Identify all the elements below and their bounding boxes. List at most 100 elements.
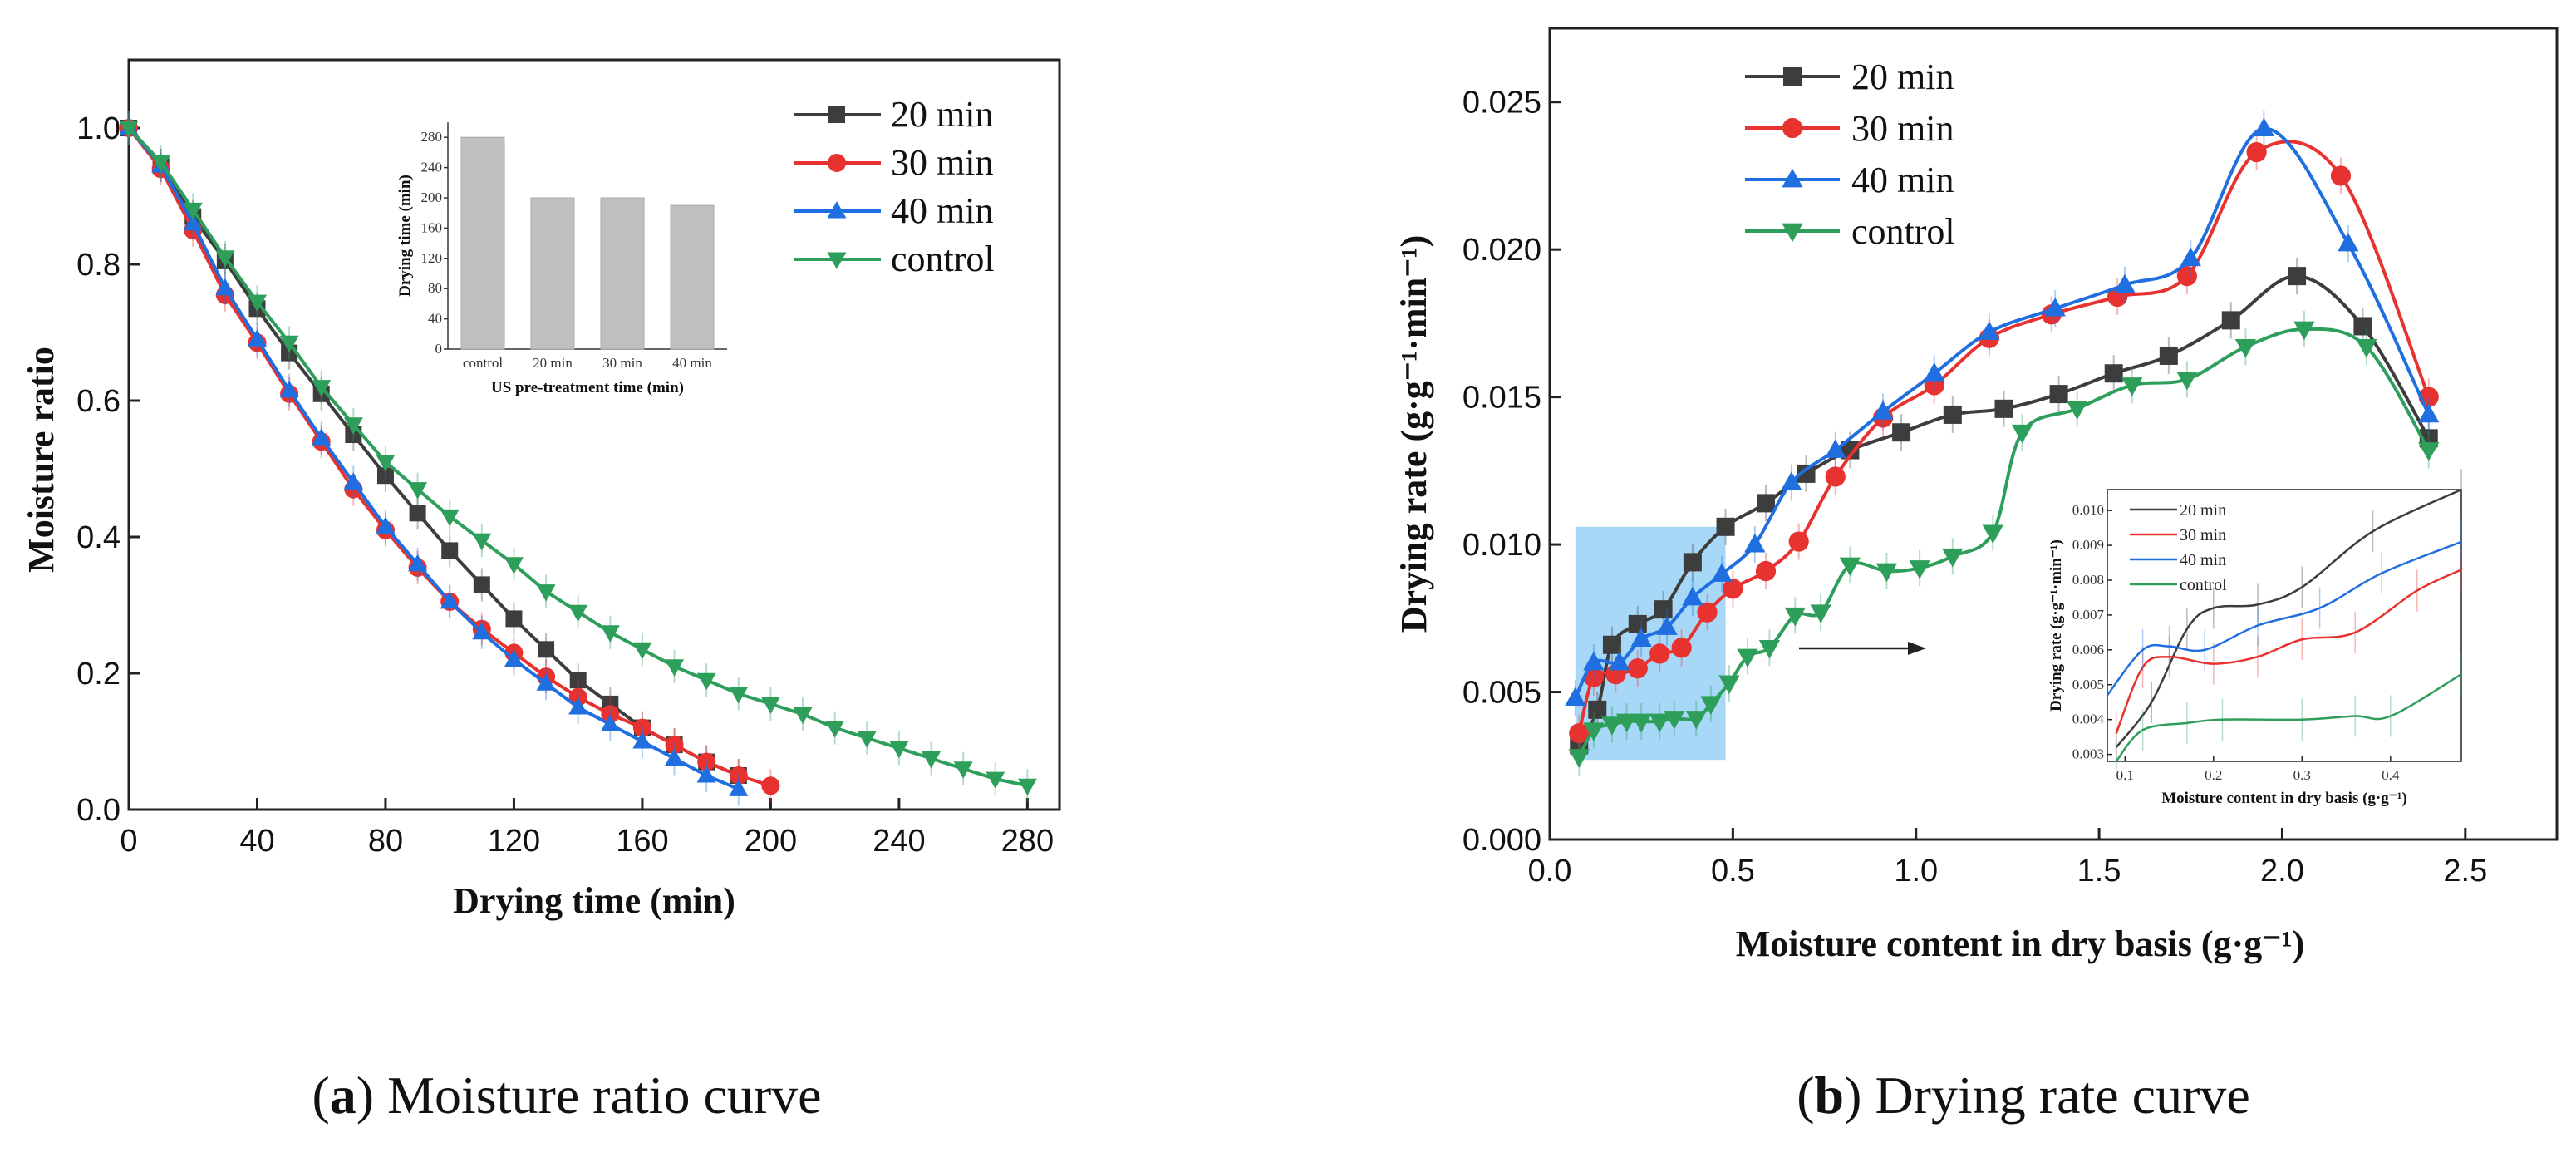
inset-x-tick-label: 0.2: [2205, 767, 2222, 783]
data-point: [536, 584, 556, 602]
data-point: [1744, 533, 1766, 553]
y-tick-label: 0.010: [1463, 528, 1541, 563]
legend-marker: [828, 106, 845, 123]
y-axis-label: Drying rate (g·g⁻¹·min⁻¹): [1394, 235, 1434, 633]
data-point: [1872, 401, 1894, 420]
data-point: [1565, 687, 1586, 706]
data-point: [696, 766, 716, 783]
inset-series-line: [2107, 540, 2462, 697]
inset-bar: [460, 136, 505, 350]
x-tick-label: 0.0: [1528, 854, 1572, 889]
data-point: [1979, 321, 2000, 340]
data-point: [2356, 338, 2377, 358]
data-point: [1841, 441, 1860, 460]
inset-y-axis-label: Drying rate (g·g⁻¹·min⁻¹): [2048, 539, 2065, 712]
data-point: [1602, 635, 1621, 654]
series-line: [127, 126, 740, 791]
data-point: [247, 329, 267, 347]
data-point: [2066, 401, 2088, 421]
inset-y-tick-label: 40: [428, 311, 442, 327]
data-point: [1784, 607, 1806, 627]
plot-frame: [1548, 27, 2559, 841]
data-point: [568, 697, 588, 715]
data-point: [1825, 466, 1846, 487]
data-point: [2011, 424, 2033, 444]
data-point: [1583, 722, 1605, 741]
data-point: [1700, 696, 1722, 715]
caption-b: (b) Drying rate curve: [1797, 1066, 2250, 1125]
caption-a-letter: a: [329, 1066, 356, 1125]
legend-label: control: [891, 239, 995, 279]
data-point: [2180, 247, 2201, 267]
legend-label: 20 min: [891, 94, 993, 135]
data-point: [2338, 232, 2359, 252]
data-point: [183, 202, 203, 220]
data-point: [1788, 531, 1809, 552]
inset-y-tick-label: 240: [421, 160, 443, 175]
data-point: [1628, 614, 1647, 633]
data-point: [2293, 321, 2315, 341]
y-tick-label: 0.2: [76, 657, 120, 692]
data-point: [697, 752, 716, 771]
x-tick-label: 2.0: [2260, 854, 2304, 889]
data-point: [1737, 648, 1758, 668]
data-point: [441, 542, 459, 559]
data-point: [1656, 616, 1678, 635]
inset-plot-frame: [2107, 489, 2462, 762]
data-point: [922, 751, 941, 769]
data-point: [953, 761, 973, 779]
inset-x-tick-label: 30 min: [602, 355, 642, 371]
legend-marker: [827, 252, 847, 269]
legend-marker: [1783, 67, 1802, 86]
data-point: [312, 428, 332, 446]
data-point: [1649, 713, 1670, 733]
data-point: [279, 380, 299, 398]
data-point: [761, 776, 780, 795]
x-tick-label: 200: [745, 824, 797, 859]
series-40-min: [1565, 110, 2440, 716]
data-point: [1627, 658, 1648, 679]
data-point: [601, 705, 620, 724]
data-point: [1017, 778, 1037, 796]
legend-marker: [1782, 223, 1803, 243]
inset-y-tick-label: 0.004: [2072, 712, 2105, 727]
data-point: [119, 121, 139, 138]
data-point: [1716, 517, 1735, 536]
data-point: [569, 672, 587, 689]
data-point: [889, 741, 909, 759]
data-point: [2353, 317, 2372, 336]
legend-label: 20 min: [1851, 57, 1954, 97]
inset-y-tick-label: 0.010: [2072, 502, 2104, 518]
data-point: [409, 505, 426, 522]
data-point: [1697, 602, 1718, 623]
y-tick-label: 1.0: [76, 111, 120, 146]
data-point: [1825, 439, 1846, 458]
legend-label: control: [1851, 211, 1955, 252]
y-tick-label: 0.005: [1463, 676, 1541, 711]
inset-bar: [670, 204, 715, 350]
caption-b-text: Drying rate curve: [1861, 1066, 2250, 1125]
inset-series-line: [2115, 673, 2462, 762]
x-tick-label: 80: [368, 824, 403, 859]
inset-y-tick-label: 0.009: [2072, 537, 2104, 553]
inset-x-tick-label: control: [463, 355, 503, 371]
legend-label: 30 min: [891, 142, 993, 183]
inset-legend-label: 20 min: [2180, 501, 2226, 519]
data-point: [1892, 423, 1911, 442]
data-point: [568, 687, 587, 707]
legend: 20 min 30 min 40 min control: [794, 94, 995, 279]
inset-y-tick-label: 200: [421, 190, 443, 205]
x-tick-label: 40: [239, 824, 274, 859]
data-point: [343, 417, 363, 435]
inset-legend-label: control: [2180, 576, 2227, 594]
data-point: [215, 278, 235, 296]
x-tick-label: 0.5: [1711, 854, 1755, 889]
y-tick-label: 0.025: [1463, 86, 1541, 121]
data-point: [1875, 563, 1898, 583]
inset-series-line: [2115, 569, 2462, 734]
data-point: [729, 687, 749, 704]
data-point: [600, 714, 620, 731]
data-point: [440, 591, 460, 609]
y-axis-label: Moisture ratio: [21, 347, 61, 573]
